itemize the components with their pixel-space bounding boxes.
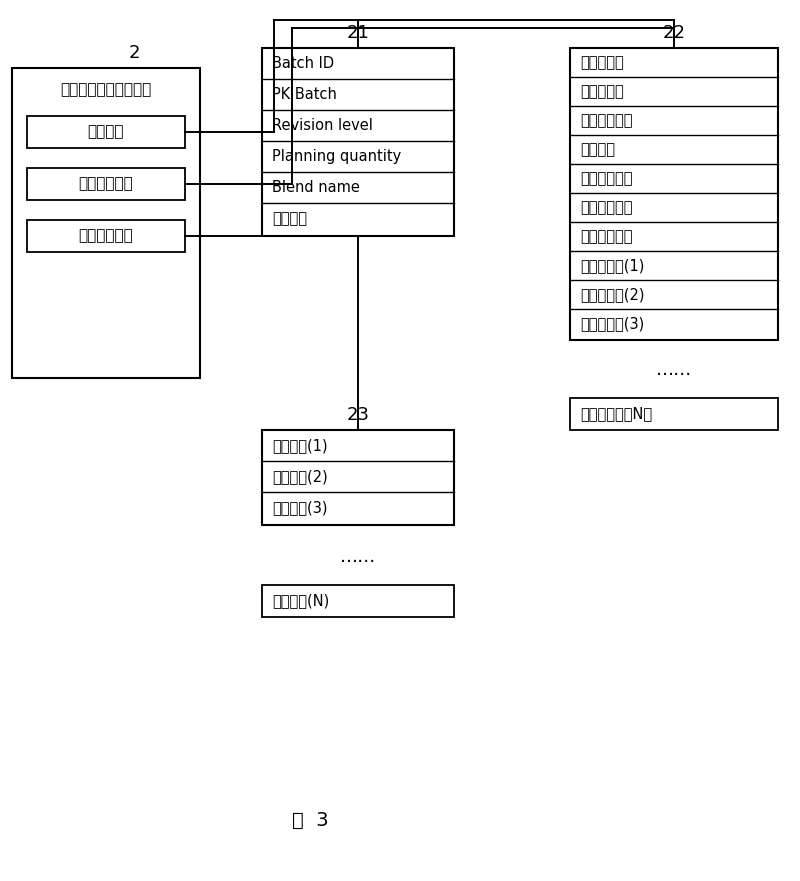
Text: ……: …… — [340, 548, 376, 566]
Text: Revision level: Revision level — [272, 118, 373, 133]
Text: 批次实时报告数据结构: 批次实时报告数据结构 — [60, 83, 152, 98]
Text: 统计数据(2): 统计数据(2) — [272, 469, 328, 484]
Bar — [262, 48, 454, 236]
Text: 23: 23 — [346, 406, 370, 424]
Text: 批次属性: 批次属性 — [272, 211, 307, 226]
Text: 工序校验码: 工序校验码 — [580, 84, 624, 99]
Text: 批次报头: 批次报头 — [88, 124, 124, 139]
Text: 批次状态结构: 批次状态结构 — [78, 176, 134, 191]
Bar — [570, 48, 778, 340]
Text: 错误原料代码: 错误原料代码 — [580, 113, 633, 128]
Text: 统计数据(N): 统计数据(N) — [272, 594, 330, 609]
Text: 21: 21 — [346, 24, 370, 42]
Text: 图  3: 图 3 — [292, 811, 328, 830]
Text: 实际设定值(3): 实际设定值(3) — [580, 316, 644, 331]
Bar — [570, 398, 778, 430]
Text: 实际设定值(2): 实际设定值(2) — [580, 287, 645, 302]
Text: 批次结束时间: 批次结束时间 — [580, 200, 633, 215]
Text: 输出代码: 输出代码 — [580, 142, 615, 157]
Text: 中断累计时间: 中断累计时间 — [580, 229, 633, 244]
Text: 22: 22 — [662, 24, 686, 42]
Text: 统计数据(1): 统计数据(1) — [272, 438, 328, 453]
Text: 实际设定值(1): 实际设定值(1) — [580, 258, 644, 273]
Text: 批次启动时间: 批次启动时间 — [580, 171, 633, 186]
Text: 统计数据(3): 统计数据(3) — [272, 500, 327, 515]
Text: Batch ID: Batch ID — [272, 56, 334, 71]
Bar — [27, 220, 185, 252]
Text: ……: …… — [656, 361, 692, 379]
Bar — [27, 168, 185, 200]
Text: 实际设定值（N）: 实际设定值（N） — [580, 406, 652, 421]
Bar — [262, 585, 454, 617]
Text: 批次状态字: 批次状态字 — [580, 55, 624, 70]
Bar — [27, 116, 185, 148]
Bar — [262, 430, 454, 525]
Text: Blend name: Blend name — [272, 180, 360, 195]
Text: 2: 2 — [129, 44, 140, 62]
Bar — [12, 68, 200, 378]
Text: Planning quantity: Planning quantity — [272, 149, 402, 164]
Text: PK Batch: PK Batch — [272, 87, 337, 102]
Text: 批次统计数据: 批次统计数据 — [78, 228, 134, 243]
